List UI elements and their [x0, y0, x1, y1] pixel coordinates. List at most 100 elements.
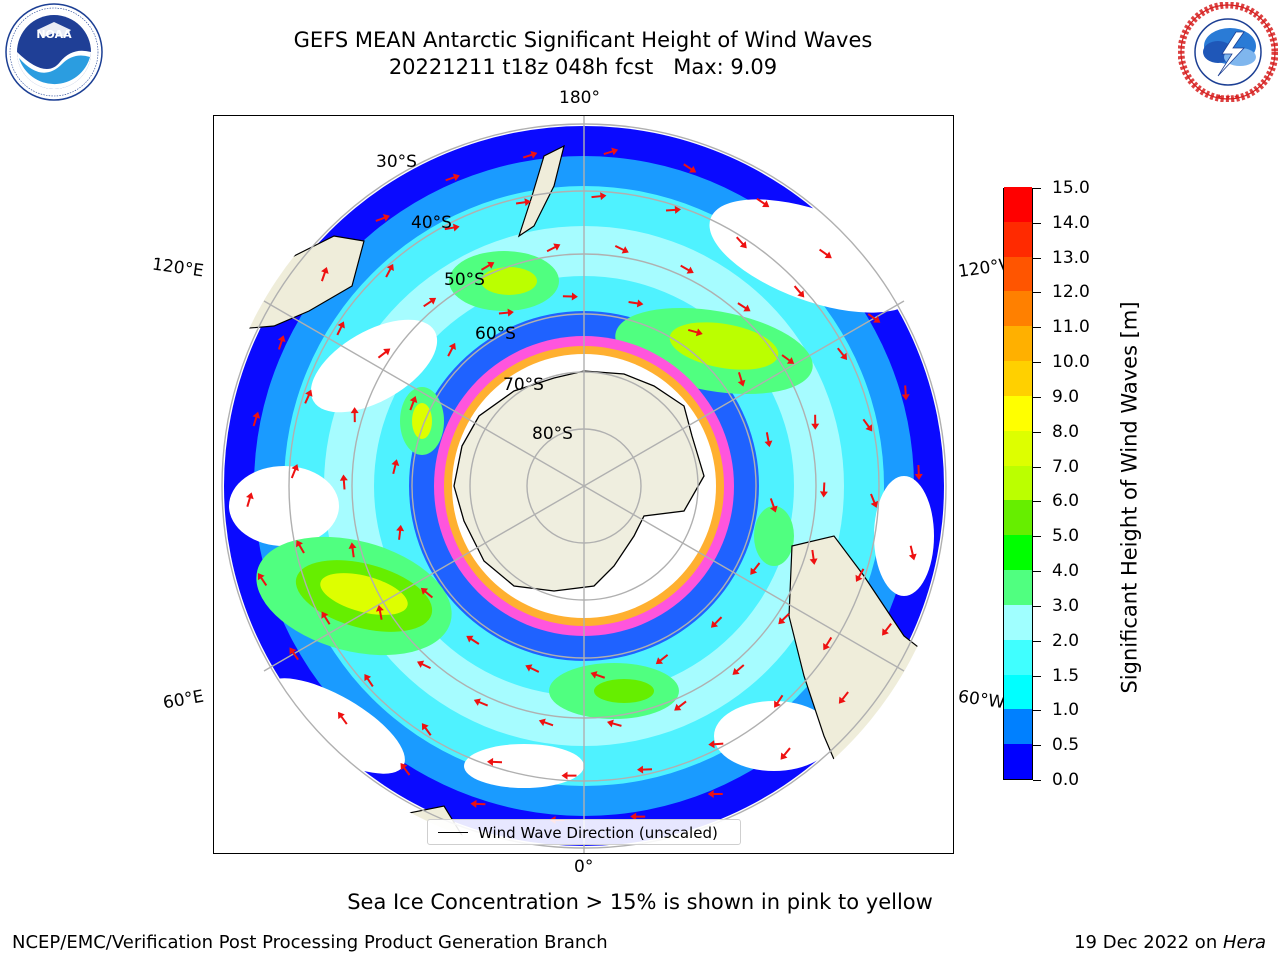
- wave-direction-arrow: [423, 297, 437, 308]
- lon-label-180: 180°: [559, 88, 600, 108]
- wave-direction-arrow: [708, 740, 724, 749]
- colorbar-segment: [1004, 430, 1032, 466]
- map-subtitle: 20221211 t18z 048h fcst Max: 9.09: [388, 55, 778, 79]
- sea-ice-note: Sea Ice Concentration > 15% is shown in …: [347, 890, 933, 914]
- wind-wave-arrows: [246, 147, 923, 824]
- colorbar-tick: [1033, 466, 1041, 468]
- colorbar-tick: [1033, 327, 1041, 329]
- wave-direction-arrow: [683, 163, 697, 173]
- colorbar-tick: [1033, 501, 1041, 503]
- wave-direction-arrow: [908, 545, 917, 561]
- legend-line-icon: [438, 832, 468, 833]
- lat-label-60s: 60°S: [475, 324, 516, 344]
- land-africa-north: [214, 116, 405, 157]
- lat-label-80s: 80°S: [532, 424, 573, 444]
- wave-direction-arrow: [336, 321, 345, 336]
- lon-label-0: 0°: [574, 857, 594, 877]
- lon-label-120e: 120°E: [150, 254, 205, 282]
- colorbar-tick: [1033, 640, 1041, 642]
- wave-direction-arrow: [546, 243, 561, 253]
- wave-direction-arrow: [838, 691, 849, 704]
- wave-direction-arrow: [338, 711, 348, 725]
- wave-direction-arrow: [735, 236, 747, 249]
- wave-direction-arrow: [901, 385, 910, 401]
- wave-direction-arrow: [246, 492, 254, 507]
- wave-direction-arrow: [855, 568, 865, 582]
- wave-direction-arrow: [350, 407, 359, 423]
- wave-direction-arrow: [375, 604, 384, 620]
- lon-label-60e: 60°E: [161, 686, 206, 714]
- colorbar-tick-label: 5.0: [1052, 526, 1080, 547]
- colorbar-tick-label: 0.0: [1052, 770, 1080, 790]
- wave-direction-arrow: [321, 611, 331, 625]
- colorbar-tick-label: 15.0: [1052, 178, 1090, 198]
- colorbar-segment: [1004, 186, 1032, 222]
- map-legend: Wind Wave Direction (unscaled): [427, 819, 741, 845]
- wave-direction-arrow: [487, 757, 503, 766]
- wave-direction-arrow: [655, 654, 669, 665]
- wave-direction-arrow: [522, 150, 538, 159]
- wave-direction-arrow: [421, 723, 432, 736]
- colorbar-tick: [1033, 675, 1041, 677]
- wave-direction-arrow: [780, 747, 791, 760]
- wave-direction-arrow: [498, 308, 514, 317]
- colorbar-tick: [1033, 257, 1041, 259]
- noaa-logo-icon: NOAA: [5, 3, 103, 101]
- colorbar: [1003, 186, 1033, 780]
- wave-direction-arrow: [818, 248, 832, 259]
- colorbar-segment: [1004, 639, 1032, 675]
- wave-direction-arrow: [375, 214, 390, 222]
- colorbar-tick-label: 6.0: [1052, 491, 1080, 512]
- wave-direction-arrow: [882, 623, 892, 636]
- colorbar-tick: [1033, 222, 1041, 224]
- lat-label-40s: 40°S: [411, 213, 452, 233]
- colorbar-tick: [1033, 780, 1041, 781]
- colorbar-tick-label: 9.0: [1052, 386, 1080, 407]
- colorbar-tick: [1033, 605, 1041, 607]
- wave-direction-arrow: [793, 285, 805, 298]
- polar-map: [214, 116, 953, 853]
- nws-logo-icon: ★ ★ ★: [1178, 2, 1278, 102]
- wave-direction-arrow: [862, 418, 873, 432]
- wave-direction-arrow: [447, 342, 456, 357]
- colorbar-tick-label: 4.0: [1052, 561, 1080, 582]
- colorbar-tick-label: 2.0: [1052, 630, 1080, 651]
- colorbar-segment: [1004, 534, 1032, 571]
- wave-direction-arrow: [257, 572, 268, 586]
- wave-direction-arrow: [603, 147, 619, 156]
- wave-direction-arrow: [687, 328, 703, 337]
- wave-direction-arrow: [764, 432, 773, 448]
- wave-direction-arrow: [364, 673, 374, 687]
- colorbar-segment: [1004, 708, 1032, 745]
- wave-direction-arrow: [409, 396, 418, 411]
- colorbar-tick-label: 13.0: [1052, 247, 1090, 268]
- wave-direction-arrow: [769, 498, 778, 513]
- wave-direction-arrow: [420, 587, 434, 599]
- colorbar-segment: [1004, 360, 1032, 396]
- wave-direction-arrow: [320, 266, 329, 282]
- wave-direction-arrow: [774, 694, 784, 708]
- wave-direction-arrow: [737, 372, 746, 387]
- colorbar-segment: [1004, 465, 1032, 501]
- colorbar-segment: [1004, 499, 1032, 536]
- land-south-africa: [214, 755, 300, 853]
- wave-direction-arrow: [480, 261, 495, 271]
- colorbar-tick-label: 7.0: [1052, 456, 1080, 477]
- wave-direction-arrow: [277, 335, 286, 350]
- colorbar-segment: [1004, 674, 1032, 710]
- colorbar-tick-label: 10.0: [1052, 352, 1090, 373]
- colorbar-segment: [1004, 256, 1032, 292]
- wave-direction-arrow: [606, 719, 622, 728]
- wave-direction-arrow: [914, 464, 923, 480]
- wave-direction-arrow: [750, 562, 761, 575]
- colorbar-segment: [1004, 743, 1032, 779]
- colorbar-segment: [1004, 290, 1032, 327]
- colorbar-segment: [1004, 221, 1032, 257]
- colorbar-tick-label: 0.5: [1052, 735, 1080, 756]
- wave-direction-arrow: [290, 464, 299, 479]
- wave-direction-arrow: [339, 474, 348, 490]
- wave-direction-arrow: [674, 700, 687, 711]
- colorbar-title: Significant Height of Wind Waves [m]: [1117, 301, 1142, 694]
- wave-direction-arrow: [591, 192, 607, 201]
- colorbar-segment: [1004, 395, 1032, 431]
